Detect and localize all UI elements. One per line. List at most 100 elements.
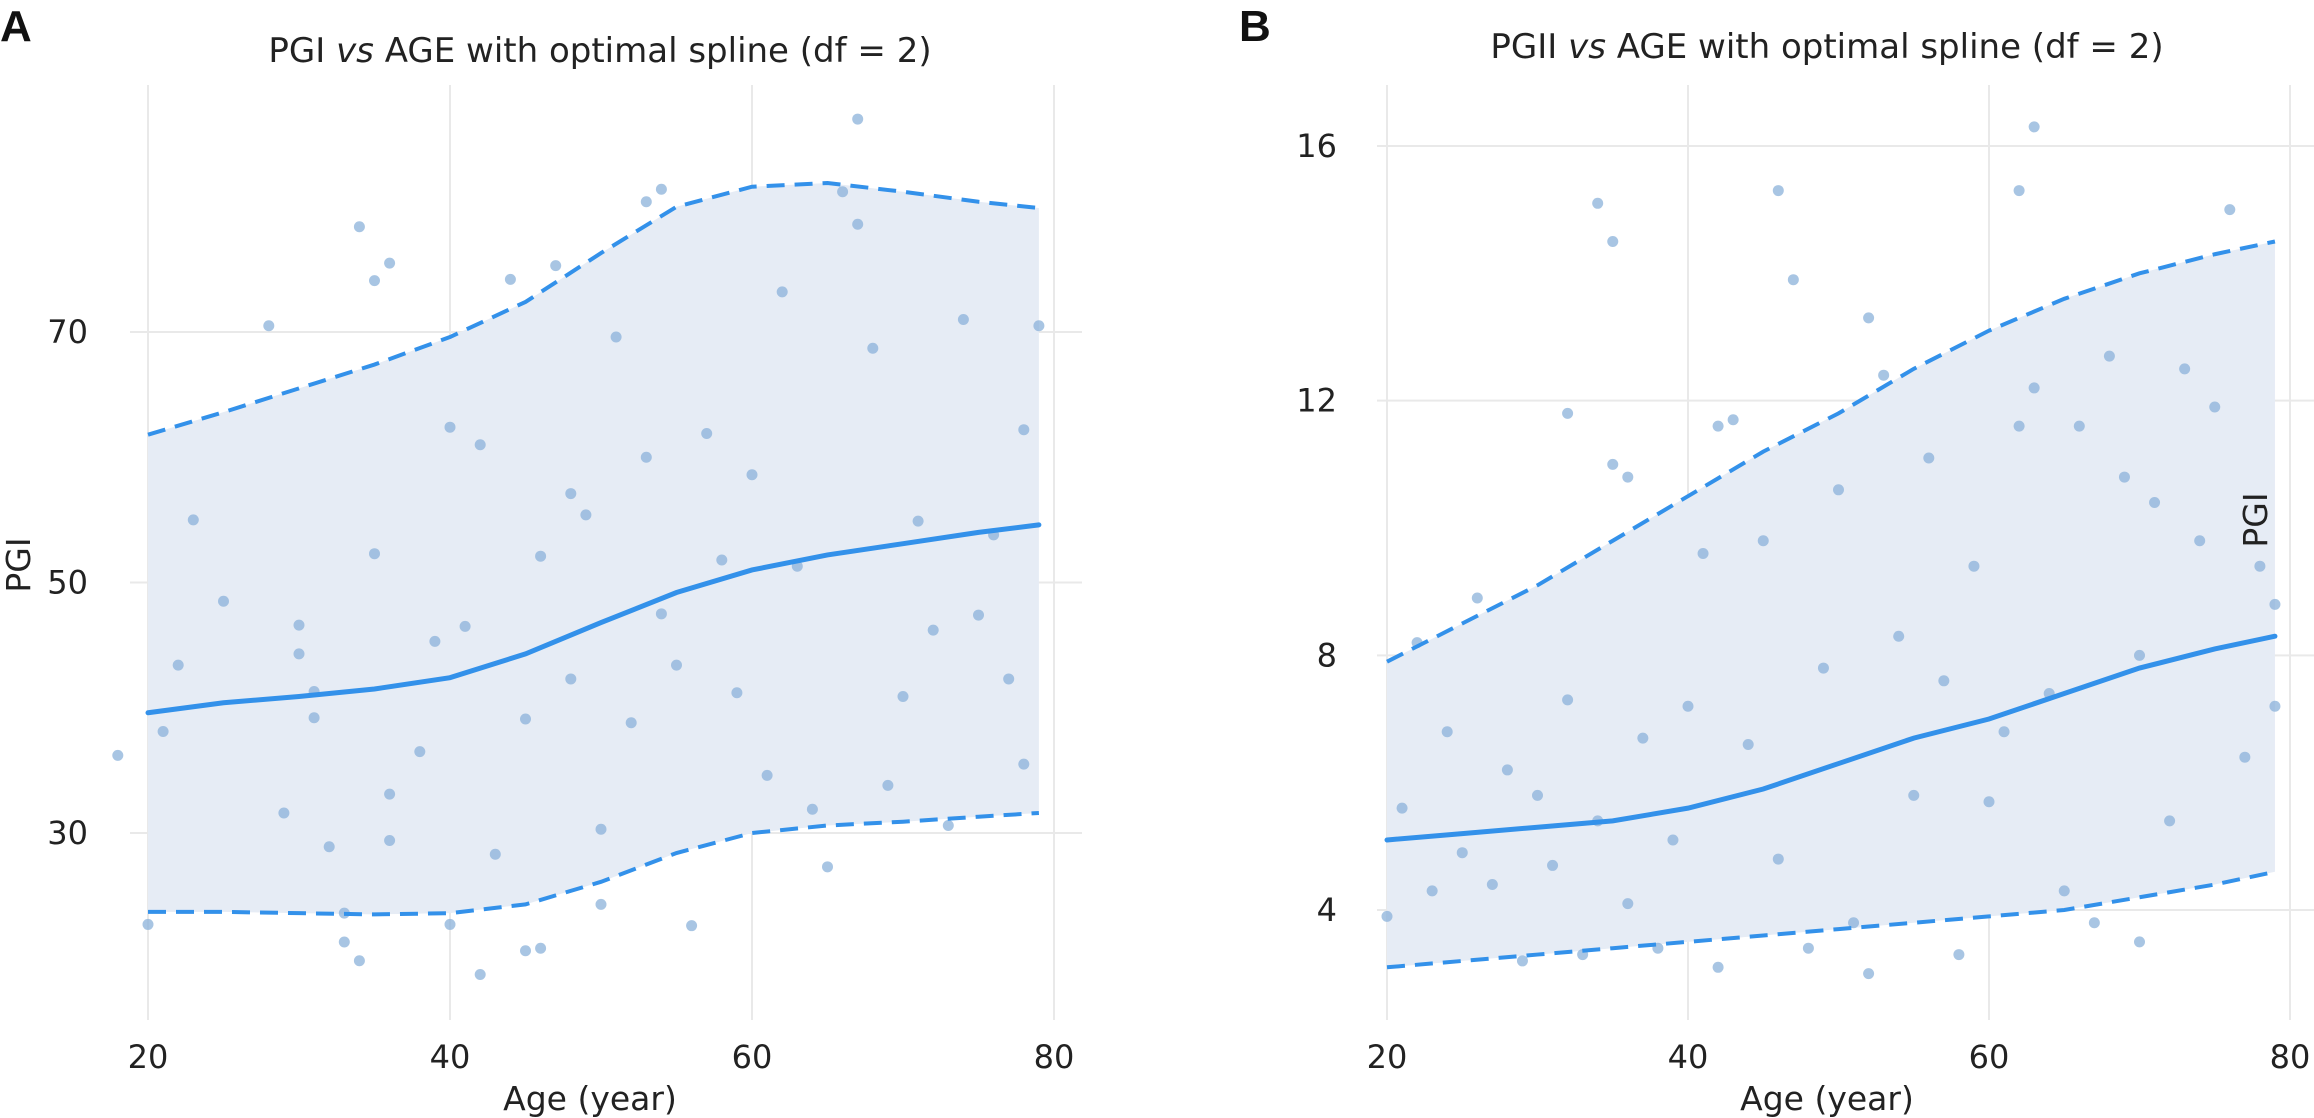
data-point — [2239, 751, 2251, 763]
data-point — [1547, 859, 1559, 871]
data-point — [172, 659, 184, 671]
panel-b: B PGII vs AGE with optimal spline (df = … — [1157, 0, 2314, 1118]
data-point — [1968, 560, 1980, 572]
confidence-band — [1387, 241, 2275, 968]
chart-title: PGII vs AGE with optimal spline (df = 2) — [1490, 27, 2163, 67]
data-point — [973, 609, 984, 621]
x-tick-label: 80 — [1034, 1038, 1075, 1076]
data-point — [1802, 942, 1814, 954]
data-point — [625, 717, 637, 729]
chart-title: PGI vs AGE with optimal spline (df = 2) — [268, 31, 931, 71]
data-point — [686, 920, 698, 932]
data-point — [1983, 796, 1995, 808]
data-point — [2134, 649, 2145, 661]
data-point — [414, 746, 426, 758]
data-point — [837, 186, 849, 198]
data-point — [2058, 885, 2070, 897]
data-point — [444, 421, 456, 433]
data-point — [369, 548, 380, 560]
data-point — [1622, 898, 1634, 910]
data-point — [1592, 197, 1604, 209]
data-point — [1018, 424, 1030, 436]
data-point — [1456, 847, 1468, 859]
x-tick-label: 60 — [1969, 1038, 2010, 1076]
data-point — [640, 196, 652, 208]
data-point — [218, 595, 229, 607]
data-point — [1682, 700, 1694, 712]
panel-letter: A — [0, 2, 32, 51]
data-point — [1817, 662, 1829, 674]
panel-letter: B — [1239, 2, 1271, 51]
data-point — [1396, 802, 1408, 814]
data-point — [882, 779, 894, 791]
data-point — [142, 918, 154, 930]
data-point — [1441, 726, 1453, 738]
data-point — [1426, 885, 1438, 897]
data-point — [731, 687, 743, 699]
y-tick-label: 30 — [47, 814, 88, 852]
data-point — [671, 659, 682, 671]
data-point — [384, 788, 396, 800]
data-point — [1562, 694, 1574, 706]
data-point — [2194, 535, 2206, 547]
confidence-band — [148, 182, 1039, 915]
data-point — [1033, 320, 1045, 332]
data-point — [2134, 936, 2145, 948]
data-point — [474, 969, 486, 981]
data-point — [897, 690, 909, 702]
data-point — [1622, 471, 1634, 483]
lower-bound-line — [1386, 869, 2276, 970]
data-point — [1532, 789, 1543, 801]
data-point — [2269, 598, 2281, 610]
data-point — [535, 942, 547, 954]
data-point — [384, 835, 396, 847]
data-point — [1712, 420, 1724, 432]
x-tick-label: 20 — [128, 1038, 169, 1076]
data-point — [474, 439, 486, 451]
data-point — [187, 514, 199, 526]
data-point — [927, 624, 939, 636]
data-point — [1893, 630, 1905, 642]
data-point — [369, 275, 380, 287]
data-point — [2179, 363, 2191, 375]
data-point — [2209, 401, 2221, 413]
data-point — [1712, 961, 1724, 973]
data-point — [2118, 471, 2130, 483]
x-tick-label: 40 — [430, 1038, 471, 1076]
y-tick-label: 4 — [1317, 891, 1337, 929]
data-point — [550, 260, 562, 272]
data-point — [1938, 675, 1950, 687]
data-point — [157, 726, 169, 738]
lower-bound-line — [148, 810, 1040, 917]
data-point — [1381, 910, 1393, 922]
data-point — [338, 936, 350, 948]
data-point — [716, 554, 728, 566]
x-tick-label: 40 — [1668, 1038, 1709, 1076]
data-point — [1667, 834, 1679, 846]
data-point — [2088, 917, 2100, 929]
data-point — [429, 635, 441, 647]
data-point — [323, 841, 335, 853]
data-point — [1953, 949, 1965, 961]
data-point — [535, 550, 547, 562]
data-point — [2224, 204, 2236, 216]
x-tick-label: 80 — [2270, 1038, 2311, 1076]
y-tick-label: 8 — [1317, 636, 1337, 674]
data-point — [1727, 414, 1739, 426]
y-tick-label: 16 — [1296, 127, 1337, 165]
y-tick-label: 12 — [1296, 382, 1337, 420]
data-point — [595, 823, 607, 835]
data-point — [1697, 547, 1709, 559]
data-point — [1018, 758, 1030, 770]
panel-a: A PGI vs AGE with optimal spline (df = 2… — [0, 2, 1082, 1118]
y-axis-label: PGI — [2236, 492, 2275, 547]
data-point — [2149, 497, 2161, 509]
x-tick-label: 60 — [732, 1038, 773, 1076]
data-point — [640, 451, 652, 463]
chart-a: PGI vs AGE with optimal spline (df = 2) … — [0, 31, 1082, 1118]
data-point — [1923, 452, 1935, 464]
data-point — [1863, 312, 1875, 324]
x-axis-label: Age (year) — [1740, 1079, 1914, 1118]
data-point — [112, 749, 124, 761]
data-point — [701, 427, 713, 439]
